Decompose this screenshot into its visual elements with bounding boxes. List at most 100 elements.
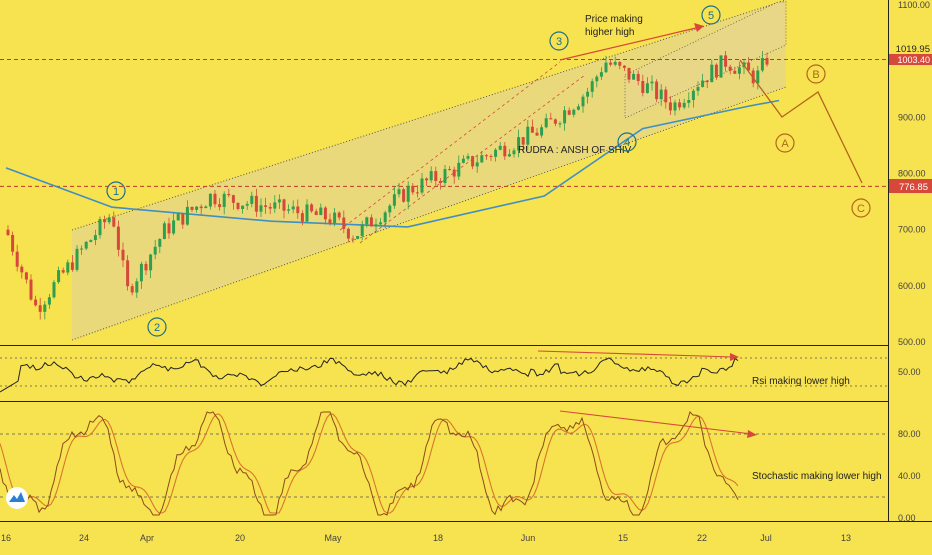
candle-body bbox=[696, 86, 700, 91]
candles bbox=[6, 50, 769, 320]
candle-body bbox=[250, 195, 254, 204]
stoch-tick-40: 40.00 bbox=[898, 471, 921, 481]
candle-body bbox=[236, 202, 240, 209]
candle-body bbox=[480, 155, 484, 163]
candle-body bbox=[425, 178, 429, 181]
candle-body bbox=[765, 57, 769, 65]
candle-body bbox=[489, 156, 493, 158]
candle-body bbox=[66, 262, 70, 273]
candle-body bbox=[61, 270, 65, 273]
trend-channel bbox=[72, 0, 786, 340]
candle-body bbox=[622, 65, 626, 68]
candle-body bbox=[333, 212, 337, 224]
candle-body bbox=[277, 199, 281, 203]
candle-body bbox=[273, 202, 277, 209]
candle-body bbox=[287, 209, 291, 211]
candle-body bbox=[158, 239, 162, 247]
candle-body bbox=[75, 248, 79, 270]
rsi-divergence-line bbox=[537, 350, 734, 358]
candle-body bbox=[121, 249, 125, 261]
svg-text:1003.40: 1003.40 bbox=[897, 55, 930, 65]
candle-body bbox=[714, 64, 718, 78]
candle-body bbox=[747, 62, 751, 71]
candle-body bbox=[130, 286, 134, 293]
candle-body bbox=[305, 204, 309, 222]
candle-body bbox=[682, 102, 686, 108]
candle-body bbox=[245, 203, 249, 206]
candle-body bbox=[282, 199, 286, 211]
candle-body bbox=[185, 206, 189, 225]
candle-body bbox=[544, 118, 548, 128]
candle-body bbox=[34, 299, 38, 306]
candle-body bbox=[415, 192, 419, 194]
price-tick-3: 800.00 bbox=[898, 169, 926, 179]
wave-label-5: 5 bbox=[701, 5, 721, 25]
svg-text:776.85: 776.85 bbox=[899, 182, 928, 193]
candle-body bbox=[29, 279, 33, 300]
candle-body bbox=[517, 137, 521, 151]
candle-body bbox=[471, 156, 475, 167]
time-tick-4: May bbox=[324, 533, 342, 543]
candle-body bbox=[586, 91, 590, 97]
candle-body bbox=[645, 83, 649, 93]
candle-body bbox=[494, 149, 498, 157]
candle-body bbox=[627, 67, 631, 80]
time-tick-9: Jul bbox=[760, 533, 772, 543]
time-tick-8: 22 bbox=[697, 533, 707, 543]
svg-text:2: 2 bbox=[154, 322, 160, 334]
candle-body bbox=[139, 263, 143, 282]
callout-line-1: Price making bbox=[585, 14, 643, 25]
candle-body bbox=[535, 132, 539, 136]
candle-body bbox=[167, 223, 171, 234]
candle-body bbox=[590, 81, 594, 92]
time-tick-0: 16 bbox=[1, 533, 11, 543]
candle-body bbox=[43, 304, 47, 312]
candle-body bbox=[438, 181, 442, 184]
candle-body bbox=[153, 246, 157, 255]
svg-text:B: B bbox=[812, 69, 819, 81]
candle-body bbox=[379, 222, 383, 225]
projection-label-a: A bbox=[775, 133, 795, 153]
candle-body bbox=[710, 64, 714, 83]
candle-body bbox=[38, 305, 42, 312]
svg-text:3: 3 bbox=[556, 36, 562, 48]
time-tick-5: 18 bbox=[433, 533, 443, 543]
candle-body bbox=[655, 81, 659, 100]
candle-body bbox=[540, 127, 544, 136]
candle-body bbox=[24, 272, 28, 280]
tradingview-logo-icon[interactable] bbox=[6, 487, 28, 509]
candle-body bbox=[563, 110, 567, 124]
candle-body bbox=[162, 223, 166, 240]
time-tick-1: 24 bbox=[79, 533, 89, 543]
time-tick-6: Jun bbox=[521, 533, 536, 543]
candle-body bbox=[291, 206, 295, 210]
candle-body bbox=[526, 126, 530, 145]
candle-body bbox=[103, 219, 107, 223]
candle-body bbox=[553, 119, 557, 124]
candle-body bbox=[254, 195, 258, 212]
candle-body bbox=[222, 193, 226, 208]
candle-body bbox=[760, 57, 764, 71]
candle-body bbox=[314, 211, 318, 215]
candle-body bbox=[406, 185, 410, 202]
candle-body bbox=[15, 251, 19, 267]
stoch-divergence-line bbox=[559, 410, 753, 435]
stoch-k-line bbox=[0, 411, 739, 516]
moving-average-line bbox=[5, 99, 780, 228]
candle-body bbox=[195, 206, 199, 210]
candle-body bbox=[604, 62, 608, 73]
wave-label-1: 1 bbox=[106, 181, 126, 201]
candle-body bbox=[641, 81, 645, 93]
candle-body bbox=[484, 155, 488, 157]
candle-body bbox=[452, 169, 456, 177]
candle-body bbox=[595, 76, 599, 82]
candle-body bbox=[429, 171, 433, 181]
higher-high-arrowhead bbox=[694, 23, 704, 32]
candle-body bbox=[11, 235, 15, 252]
candle-body bbox=[84, 241, 88, 249]
candle-body bbox=[342, 217, 346, 229]
time-axis-ticks: 16 24 Apr 20 May 18 Jun 15 22 Jul 13 bbox=[1, 533, 851, 543]
price-badge-last: 1019.95 bbox=[889, 42, 932, 55]
